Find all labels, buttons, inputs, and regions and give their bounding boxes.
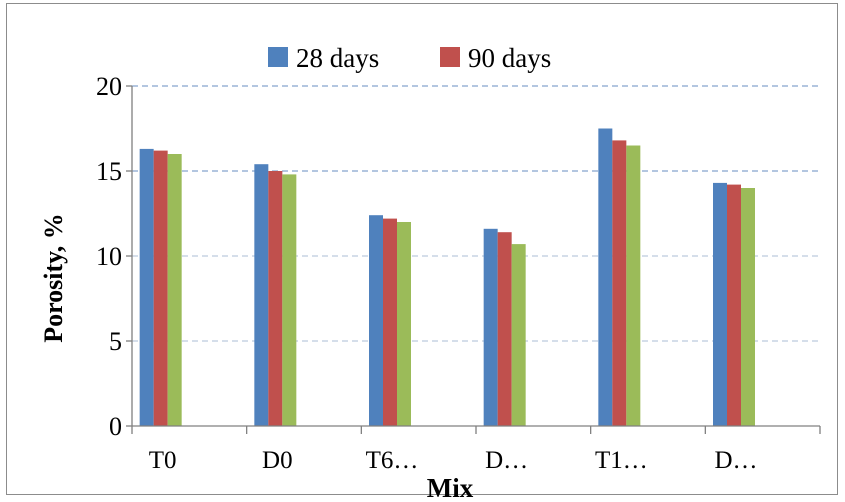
x-tick-label: T0 [149, 447, 177, 474]
bar-28-days-5 [713, 182, 727, 426]
bar-28-days-2 [369, 215, 383, 426]
legend-swatch-90-days [440, 47, 460, 67]
y-tick-labels: 0 5 10 15 20 [96, 72, 122, 441]
bar-28-days-4 [598, 128, 613, 426]
bar-series-3-1 [282, 174, 297, 426]
x-tick-labels: T0 D0 T6… D… T1… D… [149, 447, 758, 474]
legend: 28 days 90 days [268, 43, 551, 73]
bar-28-days-1 [254, 164, 269, 426]
legend-swatch-28-days [268, 47, 288, 67]
x-tick-label: D… [485, 447, 528, 474]
x-tick-label: D… [714, 447, 757, 474]
bar-90-days-5 [727, 184, 741, 426]
bar-90-days-0 [153, 150, 168, 426]
bar-28-days-3 [483, 228, 498, 426]
axes [126, 85, 821, 434]
x-tick-label: D0 [262, 447, 293, 474]
y-tick-label: 20 [96, 72, 122, 101]
y-tick-label: 5 [109, 327, 122, 356]
legend-label-90-days: 90 days [468, 43, 551, 73]
y-tick-label: 15 [96, 157, 122, 186]
bar-series-3-3 [511, 244, 526, 426]
bar-series-3-0 [167, 154, 182, 426]
y-axis-label: Porosity, % [39, 213, 68, 343]
legend-label-28-days: 28 days [296, 43, 379, 73]
bar-90-days-3 [497, 232, 512, 426]
bar-series-3-5 [741, 188, 755, 426]
gridlines [132, 85, 820, 342]
bar-series-3-2 [397, 222, 411, 426]
x-tick-label: T6… [366, 447, 419, 474]
bar-28-days-0 [139, 148, 154, 426]
x-axis-label: Mix [427, 473, 474, 502]
bar-90-days-2 [383, 218, 397, 426]
bar-series-3-4 [626, 145, 641, 426]
bars [139, 128, 755, 426]
bar-90-days-1 [268, 171, 283, 426]
bar-90-days-4 [612, 140, 627, 426]
y-tick-label: 0 [109, 412, 122, 441]
x-tick-label: T1… [595, 447, 648, 474]
y-tick-label: 10 [96, 242, 122, 271]
